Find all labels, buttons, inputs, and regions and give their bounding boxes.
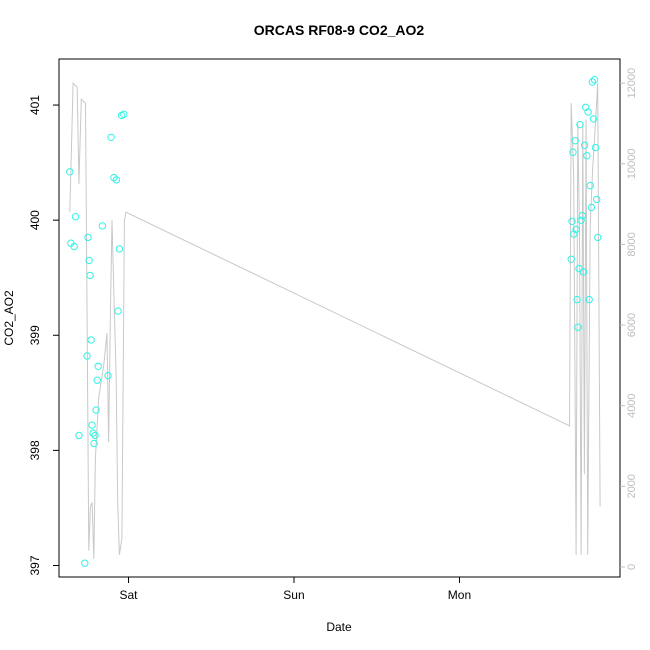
y-tick-label: 400 (28, 210, 42, 230)
data-point (590, 76, 599, 84)
data-point (574, 323, 582, 331)
data-point (567, 255, 575, 263)
y2-axis: 0 2000 4000 6000 8000 10000 12000 (620, 68, 638, 570)
data-point (593, 195, 601, 204)
data-point (583, 152, 591, 160)
data-point (573, 295, 581, 304)
data-point (576, 120, 584, 129)
data-point (570, 230, 578, 238)
data-point (104, 371, 112, 380)
y2-tick-label: 2000 (626, 474, 638, 498)
data-point (578, 211, 586, 220)
data-point (93, 376, 101, 384)
series-line-0 (69, 82, 601, 559)
chart-title: ORCAS RF08-9 CO2_AO2 (254, 22, 425, 38)
data-point (107, 133, 115, 142)
y2-tick-label: 8000 (626, 232, 638, 256)
data-point (83, 352, 91, 360)
x-axis-label: Date (326, 620, 352, 634)
data-point (86, 271, 94, 280)
data-point (571, 137, 579, 145)
data-point (577, 216, 585, 224)
y2-tick-label: 4000 (626, 393, 638, 417)
data-point (71, 213, 80, 221)
y-tick-label: 397 (28, 555, 42, 575)
data-point (580, 141, 589, 150)
data-point (589, 115, 598, 123)
data-point (87, 336, 95, 344)
data-point (585, 295, 593, 304)
data-point (91, 431, 99, 440)
y-tick-label: 401 (28, 95, 42, 115)
data-point (112, 176, 121, 184)
data-point (584, 108, 592, 116)
plot-area (66, 76, 602, 567)
data-point (575, 264, 583, 273)
y-tick-label: 398 (28, 440, 42, 460)
data-point (110, 173, 118, 182)
line-layer (69, 82, 601, 559)
data-point (591, 143, 600, 152)
y2-tick-label: 0 (626, 564, 638, 570)
data-point (94, 362, 102, 370)
data-point (594, 233, 602, 242)
data-point (89, 429, 97, 437)
data-point (120, 110, 128, 119)
data-point (572, 225, 580, 234)
data-point (70, 242, 78, 251)
data-point (568, 217, 576, 226)
data-point (588, 78, 597, 86)
data-point (586, 181, 594, 190)
x-axis: Sat Sun Mon (119, 577, 471, 602)
data-point (587, 203, 596, 212)
y2-tick-label: 10000 (626, 149, 638, 180)
data-point (66, 168, 74, 176)
data-point (115, 245, 124, 253)
point-layer (66, 76, 602, 567)
data-point (98, 222, 107, 230)
data-point (84, 233, 92, 242)
y-tick-label: 399 (28, 325, 42, 345)
data-point (75, 431, 83, 440)
y-axis: 397 398 399 400 401 (28, 95, 59, 576)
data-point (88, 421, 96, 429)
y2-tick-label: 12000 (626, 68, 638, 99)
data-point (90, 439, 98, 448)
y-axis-label: CO2_AO2 (2, 290, 16, 346)
x-tick-label: Sat (119, 588, 138, 602)
data-point (579, 268, 588, 276)
x-tick-label: Sun (283, 588, 304, 602)
data-point (569, 148, 577, 156)
data-point (92, 406, 100, 414)
data-point (114, 307, 122, 315)
data-point (81, 559, 89, 567)
x-tick-label: Mon (448, 588, 471, 602)
y2-tick-label: 6000 (626, 313, 638, 337)
data-point (85, 256, 93, 265)
plot-frame (58, 58, 621, 578)
